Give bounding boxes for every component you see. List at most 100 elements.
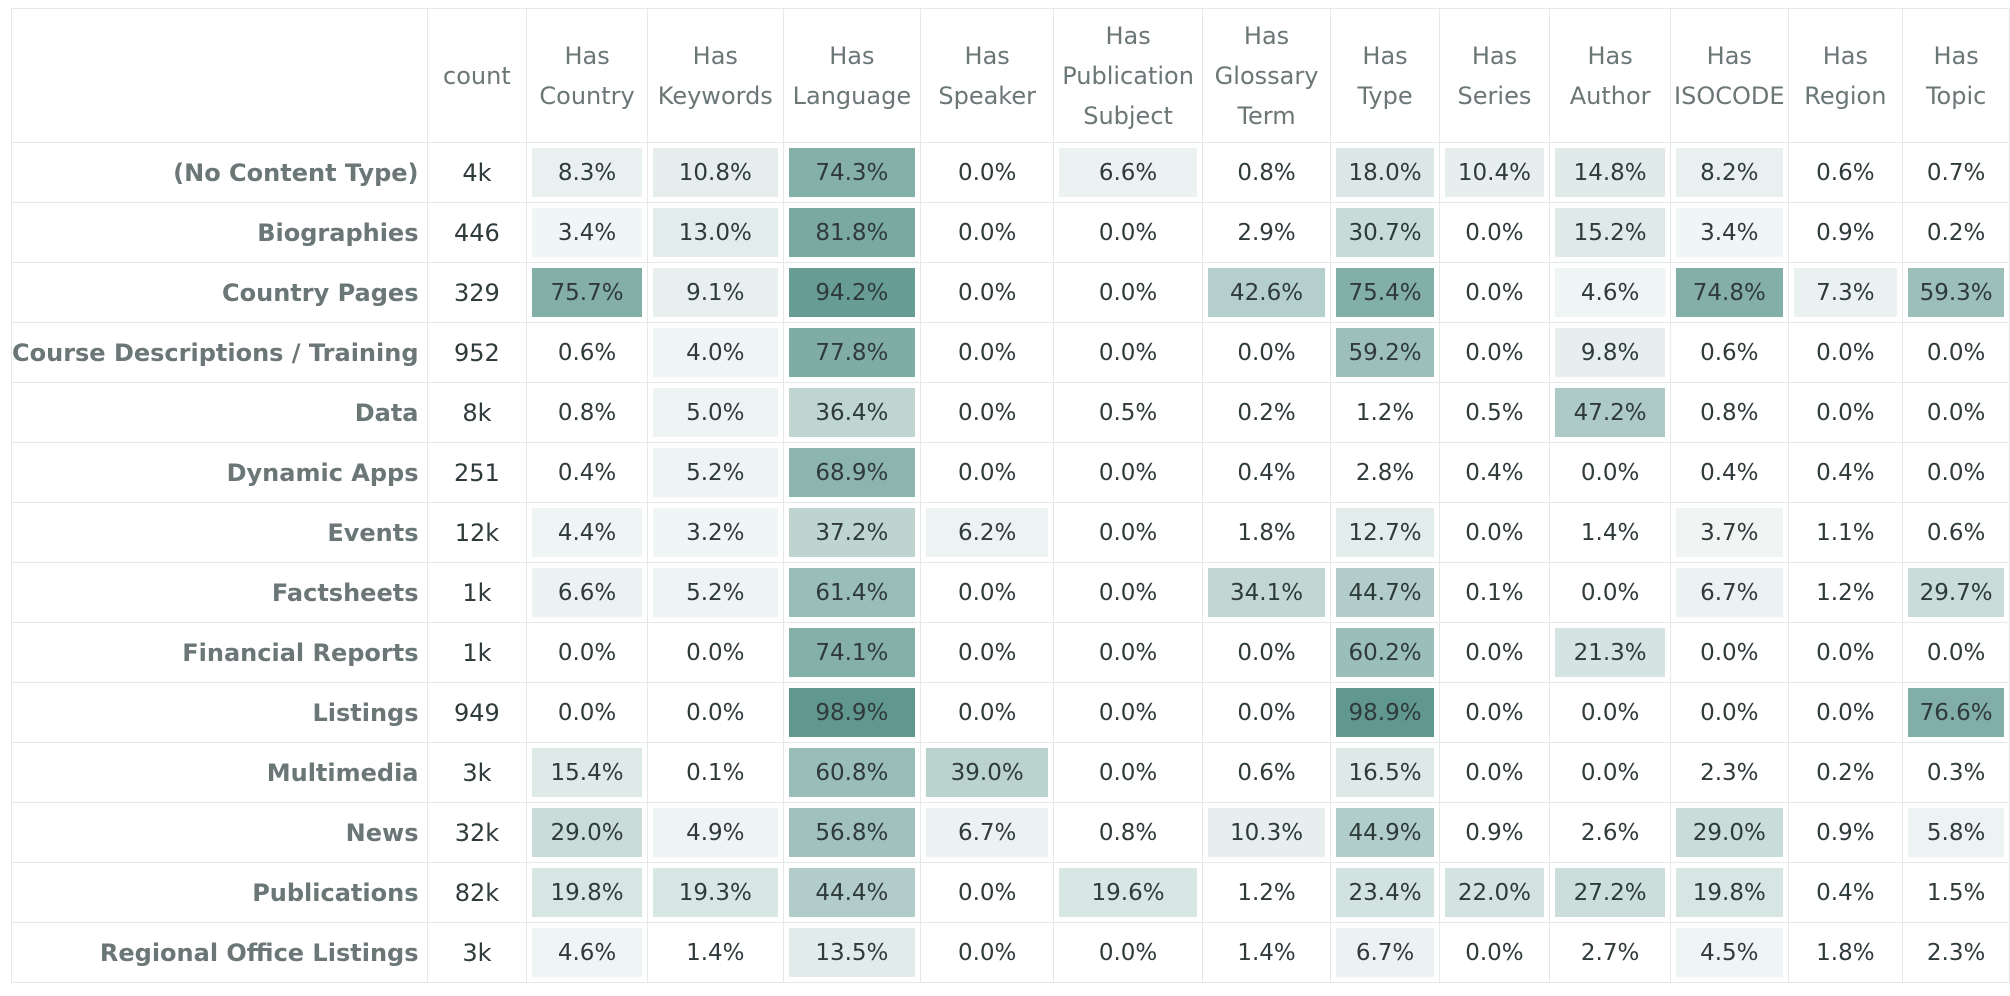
heatmap-cell-value: 59.3% [1919,279,1993,306]
heatmap-cell-fill [1676,148,1783,197]
heatmap-cell-value: 30.7% [1348,219,1422,246]
table-row: Biographies 446 3.4% 13.0% 81.8% 0.0% 0.0% 2.9%… [11,202,2010,263]
column-header: Has Author [1549,8,1672,143]
heatmap-cell-value: 77.8% [815,339,889,366]
column-header-line: Keywords [657,81,773,110]
heatmap-cell-value: 94.2% [815,279,889,306]
heatmap-cell-value: 68.9% [815,459,889,486]
heatmap-cell-value: 36.4% [815,399,889,426]
heatmap-cell: 0.0% [1549,742,1672,803]
heatmap-cell-value: 75.4% [1348,279,1422,306]
heatmap-cell-fill [532,928,642,977]
heatmap-cell-value: 0.0% [1465,939,1524,966]
heatmap-cell: 0.0% [1053,922,1203,983]
heatmap-cell: 0.0% [1438,922,1551,983]
count-cell: 8k [426,382,528,443]
heatmap-cell: 0.0% [1549,562,1672,623]
heatmap-cell-fill [788,448,915,497]
heatmap-cell: 2.9% [1201,202,1332,263]
heatmap-cell-fill [652,208,778,257]
heatmap-cell: 6.6% [1053,142,1203,203]
heatmap-cell-value: 0.8% [1700,399,1759,426]
heatmap-cell-value: 0.0% [686,699,745,726]
column-header-line: Language [792,81,912,110]
heatmap-cell-fill [1336,268,1434,317]
heatmap-cell-value: 7.3% [1816,279,1875,306]
column-header: Has Publication Subject [1053,8,1203,143]
heatmap-cell: 7.3% [1787,262,1904,323]
heatmap-cell: 0.9% [1438,802,1551,863]
heatmap-cell-value: 0.0% [957,879,1017,906]
heatmap-cell: 4.0% [646,322,784,383]
column-header-line: Publication [1062,61,1194,90]
heatmap-cell: 6.6% [526,562,648,623]
heatmap-cell-value: 0.0% [1098,699,1158,726]
heatmap-cell: 75.7% [526,262,648,323]
heatmap-cell-fill [1908,568,2004,617]
heatmap-cell-value: 6.6% [557,579,617,606]
heatmap-cell: 14.8% [1549,142,1672,203]
heatmap-cell-value: 0.1% [1465,579,1524,606]
heatmap-cell-fill [1336,628,1434,677]
heatmap-cell-value: 0.0% [1816,399,1875,426]
heatmap-cell: 0.0% [1787,622,1904,683]
heatmap-cell-value: 0.0% [1098,219,1158,246]
heatmap-cell-value: 2.7% [1580,939,1640,966]
column-header: Has Glossary Term [1201,8,1332,143]
heatmap-cell-value: 1.2% [1237,879,1296,906]
heatmap-cell: 0.0% [1787,322,1904,383]
heatmap-cell-value: 2.6% [1580,819,1640,846]
heatmap-cell-fill [1793,268,1898,317]
heatmap-cell-value: 74.3% [815,159,889,186]
heatmap-cell: 0.0% [1053,502,1203,563]
heatmap-cell-value: 0.0% [1926,639,1986,666]
column-header-line: Has [964,41,1010,70]
heatmap-cell-value: 0.0% [1098,279,1158,306]
heatmap-cell-value: 0.0% [957,339,1017,366]
heatmap-cell-value: 0.0% [1580,759,1640,786]
heatmap-cell-fill [532,568,642,617]
heatmap-cell: 60.2% [1330,622,1440,683]
column-header-line: Term [1237,101,1296,130]
count-cell: 1k [426,562,528,623]
heatmap-cell: 10.4% [1438,142,1551,203]
heatmap-cell-value: 0.0% [1465,279,1524,306]
heatmap-cell: 74.3% [782,142,921,203]
heatmap-cell-value: 75.7% [550,279,624,306]
heatmap-cell: 10.3% [1201,802,1332,863]
heatmap-cell-value: 23.4% [1348,879,1422,906]
heatmap-cell-value: 0.0% [1816,639,1875,666]
heatmap-cell: 0.0% [1201,622,1332,683]
heatmap-cell-value: 1.4% [1237,939,1296,966]
count-cell: 82k [426,862,528,923]
heatmap-cell-value: 29.0% [550,819,624,846]
heatmap-cell-fill [652,808,778,857]
table-body: (No Content Type) 4k 8.3% 10.8% 74.3% 0.0% 6.6… [11,142,2010,983]
heatmap-cell-value: 8.2% [1700,159,1759,186]
heatmap-cell: 0.0% [1787,382,1904,443]
heatmap-cell-value: 0.0% [686,639,745,666]
heatmap-cell-fill [788,148,915,197]
heatmap-cell-value: 0.4% [1700,459,1759,486]
heatmap-cell: 0.4% [1787,442,1904,503]
heatmap-cell-fill [788,208,915,257]
heatmap-cell: 6.7% [919,802,1055,863]
table-row: Events 12k 4.4% 3.2% 37.2% 6.2% 0.0% 1.8% 12.7% 0… [11,502,2010,563]
heatmap-cell-value: 34.1% [1230,579,1304,606]
heatmap-cell-fill [652,268,778,317]
heatmap-cell: 0.0% [1670,682,1789,743]
heatmap-cell-fill [1336,568,1434,617]
heatmap-cell-value: 3.4% [1700,219,1759,246]
heatmap-cell-value: 4.6% [557,939,617,966]
heatmap-cell: 0.5% [1053,382,1203,443]
heatmap-cell-fill [1059,868,1197,917]
count-cell: 4k [426,142,528,203]
heatmap-cell: 6.7% [1670,562,1789,623]
column-header-line: Has [1362,41,1408,70]
column-header-line: Region [1804,81,1887,110]
count-cell: 446 [426,202,528,263]
row-label: Publications [11,862,428,923]
heatmap-cell-fill [1676,868,1783,917]
heatmap-cell-value: 0.0% [1816,339,1875,366]
heatmap-cell-value: 60.2% [1348,639,1422,666]
